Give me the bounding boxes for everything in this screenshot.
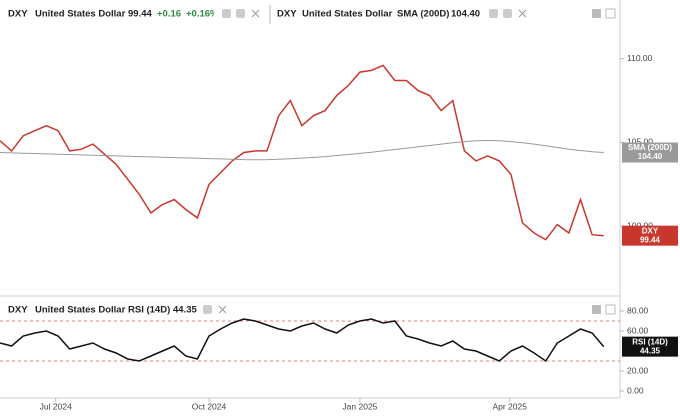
y-tick-label: 60.00 [627, 325, 649, 335]
expand-button[interactable] [592, 9, 601, 18]
y-tick-label: 20.00 [627, 365, 649, 375]
series-line [0, 139, 604, 161]
last-value-box [622, 142, 678, 163]
settings-icon[interactable] [203, 305, 212, 314]
instrument-name: United States Dollar [302, 9, 393, 20]
y-tick-label: 80.00 [627, 305, 649, 315]
last-value-label: RSI (14D) [632, 337, 668, 346]
change: +0.16 [157, 9, 181, 20]
last-value: 44.35 [640, 346, 661, 355]
settings-icon[interactable] [489, 9, 498, 18]
study-icons[interactable] [489, 9, 527, 18]
study-icons[interactable] [203, 305, 227, 314]
settings-icon[interactable] [222, 9, 231, 18]
delete-icon[interactable] [503, 9, 512, 18]
main-header: DXY United States Dollar 99.44 +0.16 +0.… [8, 9, 219, 20]
study-name: RSI (14D) [128, 305, 170, 316]
study-name: SMA (200D) [397, 9, 449, 20]
x-tick-label: Apr 2025 [492, 401, 527, 411]
x-tick-label: Oct 2024 [192, 401, 227, 411]
fullscreen-button[interactable] [605, 8, 616, 19]
x-tick-label: Jan 2025 [342, 401, 377, 411]
close-icon[interactable] [218, 305, 227, 314]
fullscreen-button[interactable] [605, 304, 616, 315]
change-pct: +0.16% [186, 9, 219, 20]
y-tick-label: 100.00 [627, 221, 653, 231]
y-tick-label: 110.00 [627, 53, 653, 63]
series-line [0, 64, 604, 241]
expand-button[interactable] [592, 305, 601, 314]
delete-icon[interactable] [236, 9, 245, 18]
y-tick-label: 0.00 [627, 385, 644, 395]
study-value: 44.35 [173, 305, 197, 316]
series-line [0, 318, 605, 363]
symbol: DXY [8, 305, 28, 316]
symbol: DXY [8, 9, 28, 20]
last-value-box [622, 225, 678, 246]
close-icon[interactable] [251, 9, 260, 18]
last-value: 104.40 [638, 152, 663, 161]
last-value-box [622, 336, 678, 357]
last-value-label: SMA (200D) [628, 143, 672, 152]
header-icons[interactable] [222, 9, 260, 18]
y-tick-label: 105.00 [627, 137, 653, 147]
last-value-label: DXY [642, 226, 659, 235]
close-icon[interactable] [518, 9, 527, 18]
instrument-name: United States Dollar [35, 305, 126, 316]
instrument-name: United States Dollar [35, 9, 126, 20]
last-price: 99.44 [128, 9, 152, 20]
x-tick-label: Jul 2024 [40, 401, 72, 411]
symbol: DXY [277, 9, 297, 20]
last-value: 99.44 [640, 235, 661, 244]
study-value: 104.40 [451, 9, 480, 20]
